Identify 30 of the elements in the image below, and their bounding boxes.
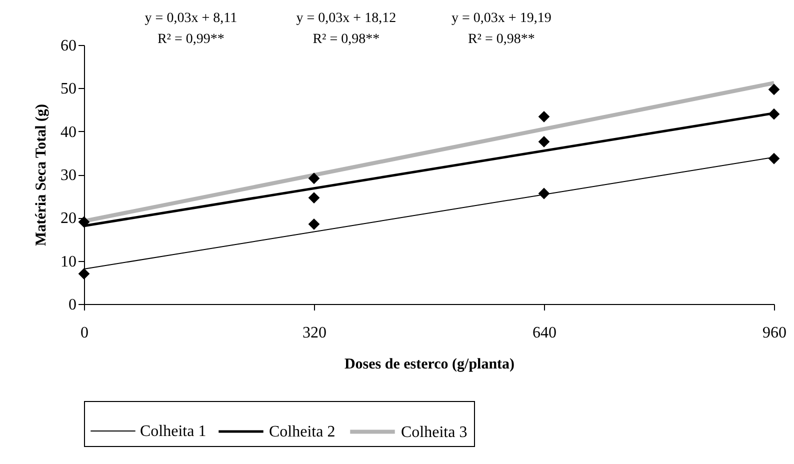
x-tick-label: 640: [532, 324, 556, 342]
legend-label: Colheita 1: [140, 423, 206, 440]
y-tick-label: 50: [60, 80, 76, 98]
point: [78, 268, 90, 280]
point: [538, 188, 550, 200]
annotation: y = 0,03x + 19,19 R² = 0,98**: [452, 10, 552, 49]
y-tick-label: 0: [68, 296, 76, 314]
point: [308, 172, 320, 184]
x-tick-label: 320: [302, 324, 326, 342]
y-tick-label: 30: [60, 167, 76, 184]
y-tick-label: 20: [60, 210, 76, 228]
point: [768, 152, 780, 164]
point: [768, 108, 780, 120]
annotation: y = 0,03x + 18,12 R² = 0,98**: [296, 10, 396, 49]
y-tick-label: 60: [60, 38, 76, 54]
point: [78, 216, 90, 228]
point: [768, 84, 780, 96]
y-axis-title: Matéria Seca Total (g): [34, 104, 50, 246]
x-axis-title: Doses de esterco (g/planta): [344, 356, 515, 372]
annotation: y = 0,03x + 8,11 R² = 0,99**: [144, 10, 238, 49]
legend-label: Colheita 2: [269, 424, 336, 440]
point: [308, 218, 320, 230]
point: [308, 192, 320, 204]
point: [538, 136, 550, 148]
y-tick-label: 40: [60, 124, 76, 141]
y-tick-label: 10: [60, 253, 76, 270]
point: [538, 110, 550, 122]
x-tick-label: 0: [80, 324, 88, 342]
legend-label: Colheita 3: [401, 424, 468, 441]
x-tick-label: 960: [762, 324, 786, 342]
